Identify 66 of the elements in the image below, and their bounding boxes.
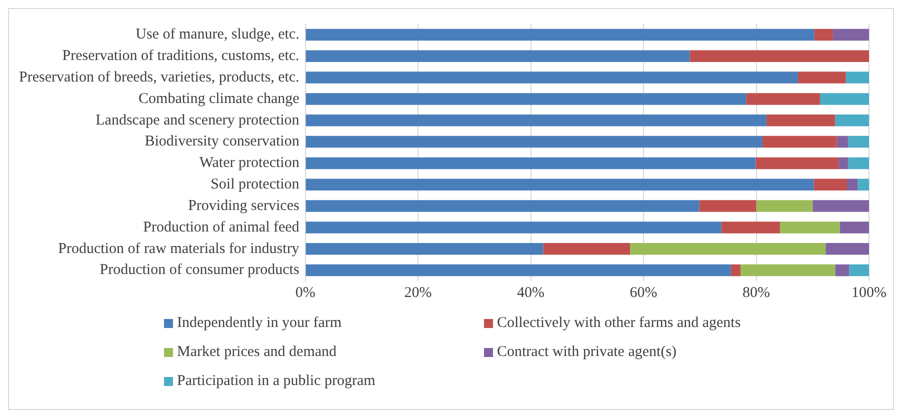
legend-label: Contract with private agent(s): [497, 344, 677, 361]
bar: [820, 93, 869, 105]
bar: [306, 114, 766, 126]
bar: [814, 28, 833, 41]
bar: [690, 50, 869, 62]
legend-label: Collectively with other farms and agents: [497, 315, 741, 332]
bar: [814, 178, 848, 191]
y-tick-label: Use of manure, sludge, etc.: [136, 26, 300, 43]
y-tick-label: Combating climate change: [138, 90, 300, 107]
bar: [630, 242, 826, 255]
y-tick-label: Production of raw materials for industry: [58, 240, 300, 257]
bar: [306, 242, 544, 255]
y-tick-label: Production of consumer products: [100, 262, 300, 278]
legend-label: Participation in a public program: [177, 373, 376, 390]
bar: [798, 72, 846, 84]
bar: [848, 157, 869, 170]
bar: [812, 200, 869, 212]
bar: [306, 178, 814, 191]
x-tick-label: 100%: [852, 284, 886, 301]
bar: [746, 93, 820, 105]
bar: [756, 157, 839, 170]
bar: [838, 157, 848, 170]
bar: [846, 72, 869, 84]
bar: [730, 264, 740, 276]
x-tick-label: 20%: [404, 284, 432, 301]
bar: [306, 93, 746, 105]
bar: [306, 200, 700, 212]
x-tick-label: 0%: [295, 284, 316, 301]
y-tick-label: Landscape and scenery protection: [96, 112, 300, 128]
bar: [306, 28, 814, 41]
bar: [766, 114, 836, 126]
y-tick-label: Preservation of traditions, customs, etc.: [62, 48, 300, 64]
legend-label: Independently in your farm: [177, 315, 342, 332]
x-tick-label: 60%: [630, 284, 658, 301]
bar: [835, 114, 869, 126]
y-tick-label: Biodiversity conservation: [144, 134, 300, 150]
bar: [849, 264, 869, 276]
bar: [306, 136, 762, 148]
bar: [699, 200, 756, 212]
y-tick-label: Water protection: [199, 155, 300, 172]
bar: [756, 200, 813, 212]
y-tick-label: Soil protection: [210, 176, 300, 193]
bar: [762, 136, 837, 148]
bar: [780, 222, 840, 234]
bar: [306, 264, 731, 276]
bar: [848, 136, 869, 148]
y-tick-label: Production of animal feed: [143, 219, 300, 236]
bar: [306, 50, 690, 62]
bar: [858, 178, 869, 191]
bar: [306, 157, 756, 170]
bar: [721, 222, 780, 234]
bar: [826, 242, 869, 255]
legend-label: Market prices and demand: [177, 344, 337, 361]
x-tick-label: 80%: [742, 284, 770, 301]
bar: [543, 242, 630, 255]
bar: [840, 222, 869, 234]
x-tick-label: 40%: [517, 284, 545, 301]
y-tick-label: Providing services: [188, 198, 300, 214]
bar: [835, 264, 850, 276]
bar: [306, 72, 798, 84]
bar: [847, 178, 858, 191]
bar: [306, 222, 722, 234]
bar: [740, 264, 836, 276]
y-tick-label: Preservation of breeds, varieties, products, etc.: [18, 69, 300, 86]
bar: [836, 136, 848, 148]
bar: [832, 28, 869, 41]
